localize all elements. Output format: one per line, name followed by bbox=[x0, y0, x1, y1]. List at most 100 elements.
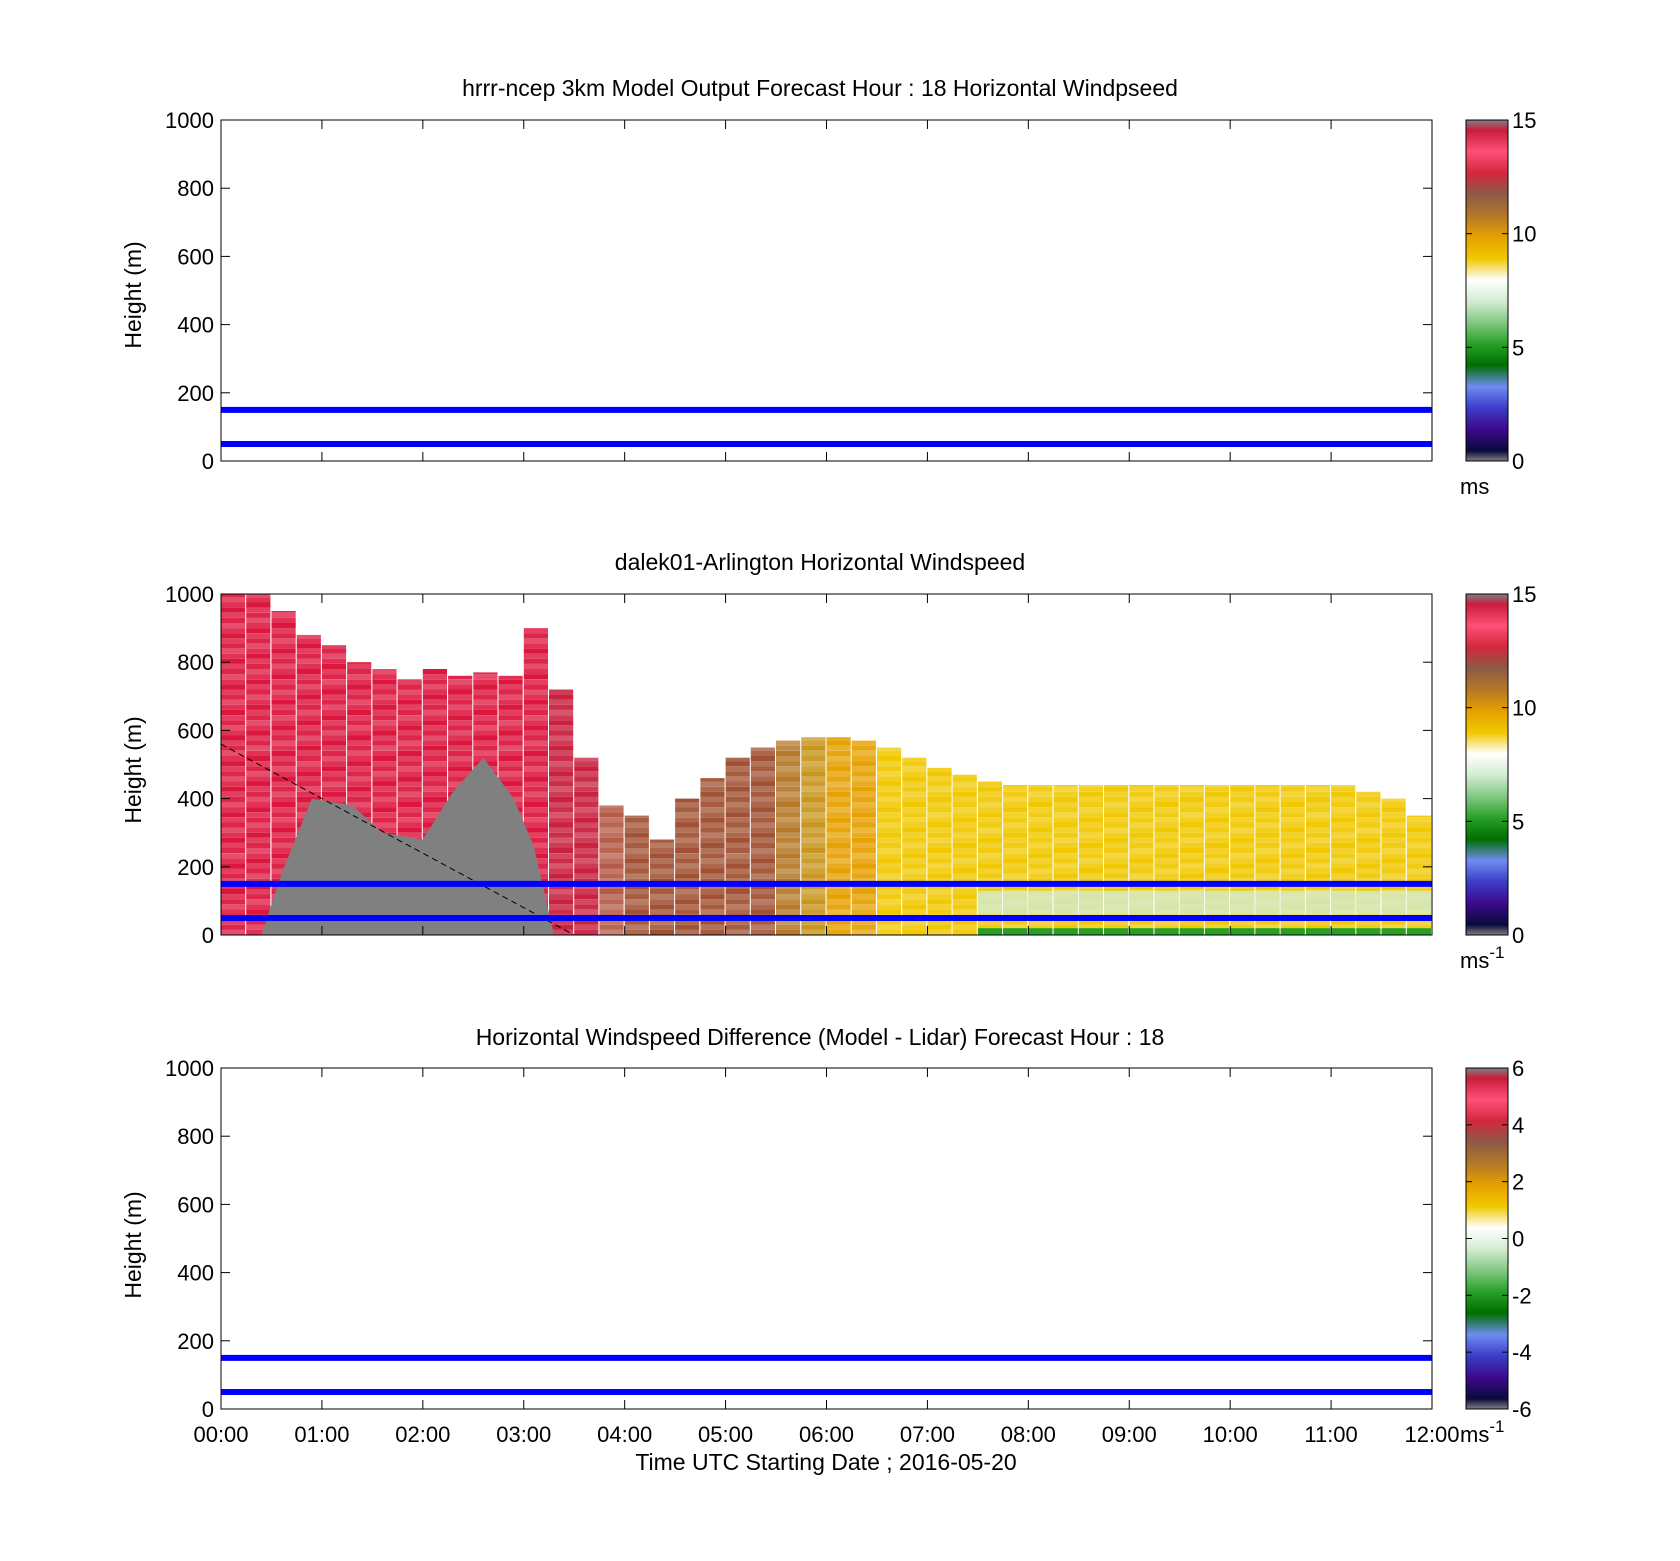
data-cell bbox=[246, 853, 271, 859]
data-cell bbox=[776, 924, 801, 930]
data-cell bbox=[700, 796, 725, 802]
data-cell bbox=[1129, 858, 1154, 864]
data-cell bbox=[776, 781, 801, 787]
data-cell bbox=[851, 863, 876, 869]
data-cell bbox=[776, 827, 801, 833]
data-cell bbox=[1230, 837, 1255, 843]
data-cell bbox=[372, 766, 397, 772]
data-cell bbox=[549, 894, 574, 900]
data-cell bbox=[246, 740, 271, 746]
data-cell bbox=[599, 858, 624, 864]
data-cell bbox=[927, 817, 952, 823]
data-cell bbox=[877, 894, 902, 900]
data-cell bbox=[1280, 796, 1305, 802]
data-cell bbox=[1230, 842, 1255, 848]
data-cell bbox=[296, 771, 321, 777]
data-cell bbox=[296, 761, 321, 767]
data-cell bbox=[1331, 791, 1356, 797]
y-tick-label: 400 bbox=[177, 787, 214, 812]
colorbar: 0 5 10 15 ms-1 bbox=[1460, 582, 1536, 973]
data-cell bbox=[1305, 786, 1331, 792]
data-cell bbox=[221, 904, 246, 910]
data-cell bbox=[422, 766, 447, 772]
data-cell bbox=[1406, 837, 1431, 843]
data-cell bbox=[523, 643, 548, 649]
data-cell bbox=[877, 868, 902, 874]
data-cell bbox=[776, 796, 801, 802]
data-cell bbox=[1255, 817, 1280, 823]
data-cell bbox=[296, 638, 321, 644]
data-cell bbox=[776, 863, 801, 869]
data-cell bbox=[1331, 817, 1356, 823]
data-cell bbox=[574, 894, 599, 900]
data-cell bbox=[321, 645, 347, 649]
data-cell bbox=[801, 807, 826, 813]
data-cell bbox=[1204, 796, 1230, 802]
data-cell bbox=[1053, 873, 1078, 879]
data-cell bbox=[271, 812, 296, 818]
data-cell bbox=[221, 689, 246, 695]
data-cell bbox=[246, 812, 271, 818]
data-cell bbox=[397, 720, 422, 726]
data-cell bbox=[422, 786, 447, 792]
data-cell bbox=[221, 756, 246, 762]
data-cell bbox=[877, 791, 902, 797]
data-cell bbox=[574, 812, 599, 818]
data-cell bbox=[1129, 837, 1154, 843]
data-cell bbox=[246, 725, 271, 731]
data-cell bbox=[1381, 848, 1406, 854]
data-cell bbox=[801, 868, 826, 874]
data-cell bbox=[1305, 919, 1331, 925]
data-cell bbox=[1204, 890, 1230, 915]
data-cell bbox=[523, 807, 548, 813]
data-cell bbox=[851, 781, 876, 787]
data-cell bbox=[801, 750, 826, 756]
data-cell bbox=[372, 827, 397, 833]
data-cell bbox=[271, 807, 296, 813]
data-cell bbox=[1154, 802, 1179, 808]
data-cell bbox=[1381, 868, 1406, 874]
data-cell bbox=[523, 842, 548, 848]
data-cell bbox=[296, 704, 321, 710]
data-cell bbox=[473, 674, 498, 680]
data-cell bbox=[1280, 842, 1305, 848]
data-cell bbox=[1255, 853, 1280, 859]
data-cell bbox=[1179, 919, 1204, 925]
data-cell bbox=[801, 745, 826, 751]
data-cell bbox=[1331, 807, 1356, 813]
data-cell bbox=[877, 837, 902, 843]
data-cell bbox=[1255, 791, 1280, 797]
data-cell bbox=[296, 669, 321, 675]
data-cell bbox=[1003, 817, 1028, 823]
data-cell bbox=[296, 674, 321, 680]
data-cell bbox=[700, 894, 725, 900]
data-cell bbox=[1053, 786, 1078, 792]
y-tick-label: 800 bbox=[177, 176, 214, 201]
colorbar-gradient-bar bbox=[1465, 119, 1509, 462]
data-cell bbox=[221, 802, 246, 808]
data-cell bbox=[271, 740, 296, 746]
data-cell bbox=[372, 807, 397, 813]
data-cell bbox=[801, 894, 826, 900]
data-cell bbox=[221, 679, 246, 685]
data-cell bbox=[271, 623, 296, 629]
data-cell bbox=[1129, 796, 1154, 802]
data-cell bbox=[1078, 827, 1103, 833]
data-cell bbox=[1204, 863, 1230, 869]
data-cell bbox=[246, 842, 271, 848]
data-cell bbox=[1028, 928, 1053, 935]
data-cell bbox=[1280, 832, 1305, 838]
data-cell bbox=[725, 817, 750, 823]
data-cell bbox=[221, 750, 246, 756]
data-cell bbox=[977, 791, 1003, 797]
data-cell bbox=[700, 822, 725, 828]
data-cell bbox=[296, 648, 321, 654]
data-cell bbox=[1179, 928, 1204, 935]
data-cell bbox=[851, 796, 876, 802]
data-cell bbox=[321, 674, 347, 680]
data-cell bbox=[1331, 853, 1356, 859]
data-cell bbox=[221, 617, 246, 623]
data-cell bbox=[1003, 924, 1028, 930]
data-cell bbox=[725, 889, 750, 895]
data-cell bbox=[221, 669, 246, 675]
